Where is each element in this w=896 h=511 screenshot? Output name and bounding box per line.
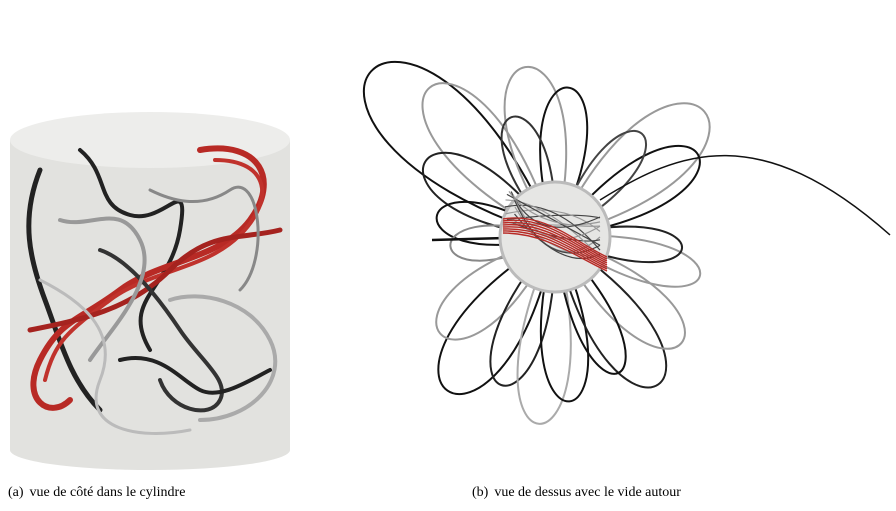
field-loops-image — [363, 60, 891, 425]
caption: (b) vue de dessus avec le vide autour — [472, 485, 681, 500]
field-loop — [421, 151, 556, 238]
line — [30, 145, 267, 411]
field-loop — [554, 102, 711, 238]
field-line — [599, 154, 891, 236]
line — [118, 356, 272, 395]
field-loop — [554, 236, 686, 350]
red-line — [502, 232, 608, 272]
line — [38, 278, 192, 435]
field-loop — [421, 82, 556, 238]
caption-label: (b) — [472, 485, 489, 500]
field-loop — [503, 65, 568, 238]
cylinder-top — [10, 112, 290, 168]
red-line — [502, 217, 608, 258]
line — [78, 148, 185, 352]
field-loop — [500, 115, 557, 238]
field-loop — [539, 236, 590, 403]
field-lines — [26, 145, 283, 435]
red-line — [502, 219, 608, 260]
inner-line — [513, 200, 601, 254]
field-loop — [437, 236, 556, 396]
line — [26, 167, 103, 413]
field-loop — [435, 236, 556, 341]
cylinder-image — [10, 112, 290, 470]
caption-text: vue de côté dans le cylindre — [30, 485, 186, 500]
line — [148, 185, 260, 292]
line — [27, 227, 283, 333]
field-loop — [554, 225, 684, 263]
field-loop — [554, 236, 668, 389]
field-loop — [554, 236, 627, 375]
field-loop — [539, 86, 589, 238]
cylinder-bottom — [10, 430, 290, 470]
field-line — [431, 236, 506, 242]
line — [168, 294, 278, 422]
red-line — [502, 230, 608, 270]
field-loop — [489, 236, 557, 387]
field-loop — [554, 130, 648, 238]
field-loop — [516, 236, 572, 425]
field-loop — [435, 200, 556, 246]
line — [58, 216, 147, 362]
caption-label: (a) — [8, 485, 24, 500]
line — [43, 158, 265, 382]
red-line — [502, 226, 608, 266]
red-line — [502, 223, 608, 264]
red-line — [502, 221, 608, 262]
field-loop — [363, 60, 556, 238]
red-line — [502, 228, 608, 268]
caption-text: vue de dessus avec le vide autour — [494, 485, 681, 500]
field-loop — [554, 234, 702, 288]
field-loop — [554, 145, 701, 238]
inner-line — [505, 209, 601, 232]
caption: (a) vue de côté dans le cylindre — [8, 485, 185, 500]
